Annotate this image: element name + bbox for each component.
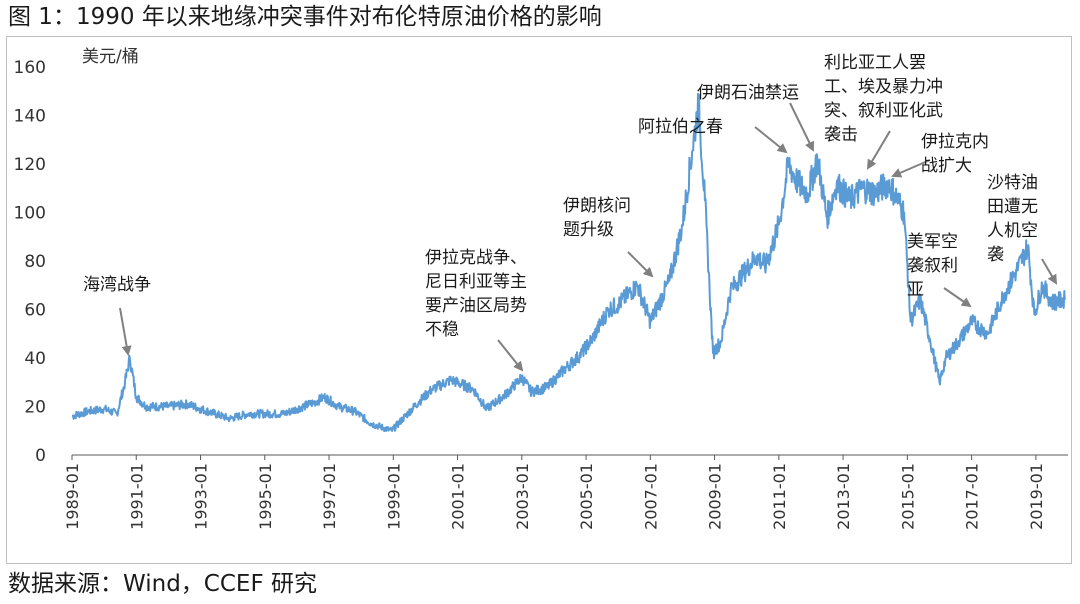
annotation-text: 沙特油 xyxy=(987,173,1038,193)
y-tick-label: 140 xyxy=(14,107,46,127)
annotation-text: 要产油区局势 xyxy=(425,296,527,316)
annotation-text: 伊拉克战争、 xyxy=(425,248,527,268)
x-tick-label: 1997-01 xyxy=(320,463,339,530)
x-tick-label: 2009-01 xyxy=(706,463,725,530)
x-tick-label: 2007-01 xyxy=(641,463,660,530)
y-tick-label: 0 xyxy=(35,446,46,466)
y-tick-label: 80 xyxy=(24,252,46,272)
series-line xyxy=(71,92,1066,433)
annotation-arrow xyxy=(754,126,788,154)
annotation-arrow xyxy=(866,130,891,170)
x-tick-label: 1995-01 xyxy=(256,463,275,530)
annotation-text: 工、埃及暴力冲 xyxy=(824,77,943,97)
x-tick-label: 1999-01 xyxy=(384,463,403,530)
x-tick-label: 2003-01 xyxy=(513,463,532,530)
y-tick-label: 160 xyxy=(14,58,46,78)
annotation-text: 田遭无 xyxy=(987,197,1038,217)
annotation-text: 不稳 xyxy=(425,320,459,340)
annotation-arrow xyxy=(891,159,931,178)
annotation-text: 利比亚工人罢 xyxy=(824,53,926,73)
annotation: 海湾战争 xyxy=(83,275,151,356)
annotation-text: 尼日利亚等主 xyxy=(425,272,527,292)
annotation-text: 人机空 xyxy=(987,221,1038,241)
annotation-arrow xyxy=(497,339,524,372)
chart-frame xyxy=(6,36,1072,564)
annotation: 阿拉伯之春 xyxy=(638,117,788,154)
y-tick-label: 100 xyxy=(14,204,46,224)
y-tick-label: 60 xyxy=(24,301,46,321)
annotation-arrow xyxy=(943,287,972,308)
annotation-text: 突、叙利亚化武 xyxy=(824,101,943,121)
x-tick-label: 1991-01 xyxy=(127,463,146,530)
annotation-text: 题升级 xyxy=(563,220,614,240)
y-tick-label: 120 xyxy=(14,155,46,175)
y-axis-unit-label: 美元/桶 xyxy=(82,47,139,67)
annotation-text: 美军空 xyxy=(907,232,958,252)
x-tick-label: 2017-01 xyxy=(963,463,982,530)
annotation-text: 海湾战争 xyxy=(83,275,151,295)
annotation-arrow xyxy=(119,307,132,356)
annotation: 伊朗石油禁运 xyxy=(697,83,814,152)
x-tick-label: 1993-01 xyxy=(192,463,211,530)
y-tick-label: 40 xyxy=(24,349,46,369)
x-tick-label: 2005-01 xyxy=(577,463,596,530)
x-tick-label: 2001-01 xyxy=(449,463,468,530)
x-tick-label: 2019-01 xyxy=(1027,463,1046,530)
chart-title: 图 1：1990 年以来地缘冲突事件对布伦特原油价格的影响 xyxy=(8,4,602,30)
y-tick-label: 20 xyxy=(24,398,46,418)
annotation-arrow xyxy=(627,251,654,278)
x-tick-label: 2015-01 xyxy=(898,463,917,530)
annotation-text: 伊拉克内 xyxy=(921,132,989,152)
annotation-text: 袭 xyxy=(987,245,1004,265)
x-tick-label: 2013-01 xyxy=(834,463,853,530)
annotation-text: 阿拉伯之春 xyxy=(638,117,723,137)
annotation-arrow xyxy=(789,102,814,152)
data-source-note: 数据来源：Wind，CCEF 研究 xyxy=(8,571,317,597)
annotation-text: 袭叙利 xyxy=(907,256,958,276)
x-tick-label: 2011-01 xyxy=(770,463,789,530)
annotation-text: 袭击 xyxy=(824,125,858,145)
annotation-arrow xyxy=(1041,258,1058,285)
annotation-text: 亚 xyxy=(907,280,924,300)
annotation-text: 战扩大 xyxy=(921,156,972,176)
annotation-text: 伊朗石油禁运 xyxy=(697,83,799,103)
x-tick-label: 1989-01 xyxy=(63,463,82,530)
annotation-text: 伊朗核问 xyxy=(563,196,631,216)
